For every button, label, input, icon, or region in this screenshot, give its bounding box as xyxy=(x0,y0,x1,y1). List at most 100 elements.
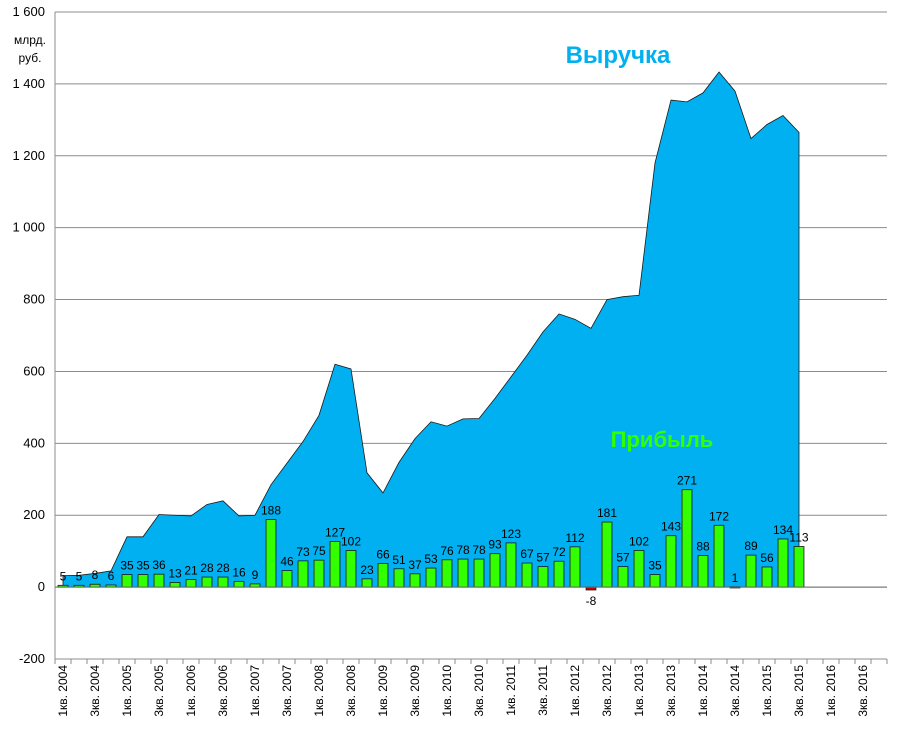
profit-data-label: 28 xyxy=(216,561,230,575)
profit-data-label: 46 xyxy=(280,555,294,569)
x-tick-label: 3кв. 2004 xyxy=(88,665,102,717)
x-tick-label: 3кв. 2008 xyxy=(344,665,358,717)
profit-data-label: 16 xyxy=(232,565,246,579)
profit-data-label: 57 xyxy=(616,551,630,565)
profit-bar xyxy=(201,576,213,588)
profit-bar xyxy=(457,558,469,588)
profit-data-label: 78 xyxy=(456,543,470,557)
profit-data-label: 9 xyxy=(252,568,259,582)
x-tick-label: 3кв. 2015 xyxy=(792,665,806,717)
profit-bar xyxy=(169,582,181,588)
profit-data-label: 53 xyxy=(424,552,438,566)
profit-bar xyxy=(553,560,565,588)
profit-bar xyxy=(153,573,165,588)
x-tick-label: 3кв. 2009 xyxy=(408,665,422,717)
profit-bar xyxy=(217,576,229,588)
y-tick-label: -200 xyxy=(19,651,45,666)
y-tick-label: 1 400 xyxy=(12,76,45,91)
profit-data-label: 76 xyxy=(440,544,454,558)
y-unit-label-line1: млрд. xyxy=(14,33,46,47)
profit-bar xyxy=(297,560,309,588)
profit-data-label: 36 xyxy=(152,558,166,572)
profit-bar xyxy=(281,570,293,588)
x-tick-label: 3кв. 2010 xyxy=(472,665,486,717)
profit-data-label: 102 xyxy=(629,534,649,548)
y-tick-label: 200 xyxy=(23,507,45,522)
profit-bar xyxy=(121,574,133,588)
profit-bar xyxy=(761,566,773,588)
profit-data-label: 75 xyxy=(312,544,326,558)
revenue-series-label: Выручка xyxy=(566,42,671,69)
profit-bar xyxy=(441,559,453,588)
profit-data-label: 172 xyxy=(709,509,729,523)
profit-data-label: 78 xyxy=(472,543,486,557)
y-tick-label: 800 xyxy=(23,292,45,307)
x-tick-label: 3кв. 2011 xyxy=(536,665,550,716)
profit-data-label: 37 xyxy=(408,558,422,572)
profit-data-label: 271 xyxy=(677,474,697,488)
x-tick-label: 1кв. 2008 xyxy=(312,665,326,717)
profit-data-label: 28 xyxy=(200,561,214,575)
y-tick-label: 400 xyxy=(23,435,45,450)
profit-data-label: 35 xyxy=(136,559,150,573)
profit-bar xyxy=(361,578,373,588)
x-tick-label: 1кв. 2006 xyxy=(184,665,198,717)
profit-bar xyxy=(617,566,629,588)
x-tick-label: 1кв. 2014 xyxy=(696,665,710,717)
profit-bar xyxy=(345,550,357,588)
y-tick-label: 1 000 xyxy=(12,220,45,235)
profit-bar xyxy=(489,553,501,588)
y-tick-label: 0 xyxy=(38,579,45,594)
profit-series-label: Прибыль xyxy=(611,427,714,452)
profit-data-label: 143 xyxy=(661,520,681,534)
profit-bar xyxy=(409,573,421,588)
profit-data-label: 21 xyxy=(184,564,198,578)
profit-bar xyxy=(313,559,325,588)
profit-bar xyxy=(521,562,533,588)
x-tick-label: 3кв. 2016 xyxy=(856,665,870,717)
profit-bar xyxy=(473,558,485,588)
profit-bar xyxy=(713,524,725,588)
profit-data-label: 188 xyxy=(261,504,281,518)
profit-data-label: 67 xyxy=(520,547,534,561)
x-tick-label: 3кв. 2013 xyxy=(664,665,678,717)
profit-bar xyxy=(425,567,437,588)
axes: -200 0 200 400 600 800 1 000 1 200 1 400 1 600 1кв… xyxy=(12,4,888,717)
profit-data-label: -8 xyxy=(586,594,597,608)
profit-data-label: 127 xyxy=(325,525,345,539)
profit-bar xyxy=(665,535,677,588)
x-tick-label: 1кв. 2015 xyxy=(760,665,774,717)
x-tick-label: 1кв. 2007 xyxy=(248,665,262,717)
profit-data-label: 51 xyxy=(392,553,406,567)
profit-bar xyxy=(745,554,757,588)
profit-bar xyxy=(569,546,581,588)
x-tick-label: 3кв. 2007 xyxy=(280,665,294,717)
y-tick-label: 1 600 xyxy=(12,4,45,19)
profit-data-label: 1 xyxy=(732,571,739,585)
profit-data-label: 35 xyxy=(648,559,662,573)
profit-data-label: 56 xyxy=(760,551,774,565)
profit-bar xyxy=(697,555,709,588)
x-tick-label: 1кв. 2016 xyxy=(824,665,838,717)
profit-data-label: 123 xyxy=(501,527,521,541)
profit-data-label: 89 xyxy=(744,539,758,553)
x-tick-label: 3кв. 2006 xyxy=(216,665,230,717)
x-tick-label: 1кв. 2013 xyxy=(632,665,646,717)
x-tick-label: 3кв. 2014 xyxy=(728,665,742,717)
profit-bar xyxy=(505,542,517,588)
profit-data-label: 93 xyxy=(488,538,502,552)
profit-bar xyxy=(777,538,789,588)
profit-bar xyxy=(329,541,341,588)
profit-bar xyxy=(393,568,405,588)
profit-data-label: 13 xyxy=(168,566,182,580)
profit-bar xyxy=(233,580,245,588)
profit-bar xyxy=(377,562,389,588)
profit-data-label: 35 xyxy=(120,559,134,573)
x-tick-label: 3кв. 2005 xyxy=(152,665,166,717)
x-tick-label: 1кв. 2011 xyxy=(504,665,518,716)
profit-bar xyxy=(265,519,277,588)
profit-bar xyxy=(137,574,149,588)
x-tick-label: 1кв. 2012 xyxy=(568,665,582,717)
profit-data-label: 102 xyxy=(341,534,361,548)
profit-bar xyxy=(793,546,805,588)
